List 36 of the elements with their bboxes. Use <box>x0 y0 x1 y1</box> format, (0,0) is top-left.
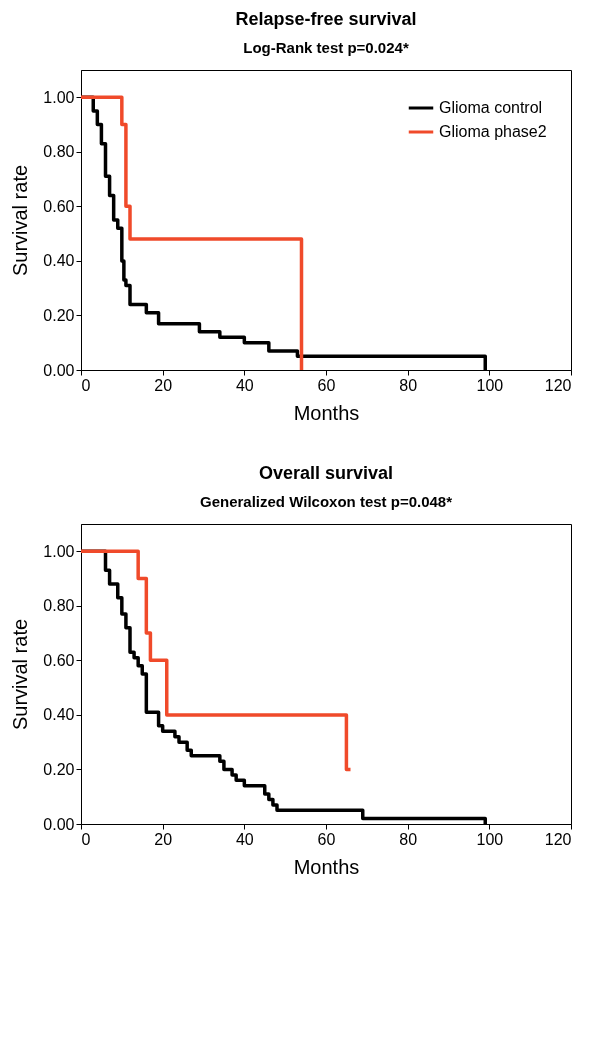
y-tick-label: 0.60 <box>43 651 75 669</box>
x-axis-title: Months <box>293 401 360 424</box>
x-tick-label: 0 <box>81 830 91 848</box>
y-tick-label: 1.00 <box>43 542 75 560</box>
x-tick-label: 40 <box>235 376 254 394</box>
y-tick-label: 0.60 <box>43 197 75 215</box>
y-tick-label: 0.20 <box>43 306 75 324</box>
y-tick-label: 0.40 <box>43 706 75 724</box>
legend-label: Glioma control <box>439 99 543 116</box>
x-tick-label: 20 <box>154 830 173 848</box>
x-axis-title: Months <box>293 855 360 878</box>
x-tick-label: 100 <box>476 376 504 394</box>
x-tick-label: 20 <box>154 376 173 394</box>
y-tick-label: 1.00 <box>43 88 75 106</box>
y-axis-title: Survival rate <box>9 618 32 731</box>
x-tick-label: 60 <box>317 830 336 848</box>
x-tick-label: 0 <box>81 376 91 394</box>
x-tick-label: 60 <box>317 376 336 394</box>
y-tick-label: 0.20 <box>43 760 75 778</box>
x-tick-label: 120 <box>544 376 572 394</box>
y-tick-label: 0.40 <box>43 252 75 270</box>
x-tick-label: 120 <box>544 830 572 848</box>
x-tick-label: 100 <box>476 830 504 848</box>
y-tick-label: 0.00 <box>43 815 75 833</box>
chart-subtitle: Log-Rank test p=0.024* <box>243 39 409 56</box>
y-tick-label: 0.00 <box>43 361 75 379</box>
chart-title: Relapse-free survival <box>235 9 417 29</box>
chart-title: Overall survival <box>258 463 394 483</box>
x-tick-label: 40 <box>235 830 254 848</box>
x-tick-label: 80 <box>399 376 418 394</box>
x-tick-label: 80 <box>399 830 418 848</box>
legend-label: Glioma phase2 <box>439 123 547 140</box>
y-axis-title: Survival rate <box>9 164 32 277</box>
y-tick-label: 0.80 <box>43 597 75 615</box>
chart-subtitle: Generalized Wilcoxon test p=0.048* <box>199 493 453 510</box>
y-tick-label: 0.80 <box>43 143 75 161</box>
